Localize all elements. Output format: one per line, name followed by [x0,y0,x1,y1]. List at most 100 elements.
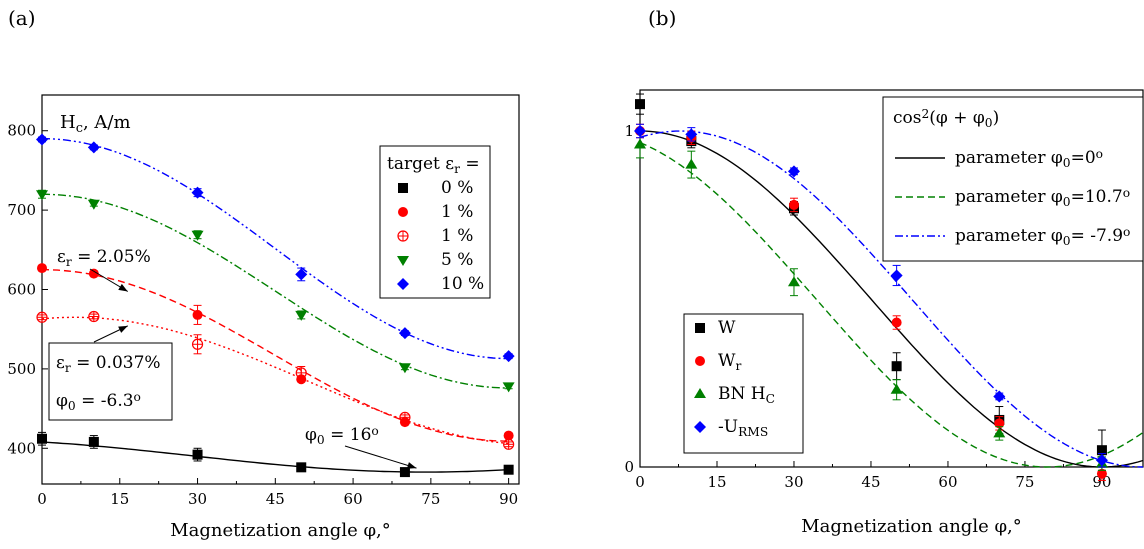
panel-a-x-tick-label: 45 [266,490,285,508]
panel-a-legend-title: target εr = [387,154,480,176]
panel-a-legend-marker [397,230,409,242]
panel-b-data-point [890,383,903,394]
panel-a-data-point [296,462,307,473]
panel-a-annotation-arrow [344,445,417,469]
panel-a-data-point [192,449,203,460]
panel-b-fit-legend: cos2(φ + φ0) parameter φ0=0o parameter φ0=… [882,96,1144,262]
panel-a-data-point [36,190,48,201]
panel-a-annotation-arrow-head [406,462,417,469]
panel-a-legend-label: 1 % [441,202,473,222]
panel-a-data-point [192,309,203,320]
panel-a-y-tick-label: 400 [7,439,36,457]
panel-a-data-point [295,268,308,281]
panel-a-series-3 [36,189,515,393]
panel-a-series-2 [36,310,515,450]
panel-b-fit-curve-1 [639,141,1144,468]
panel-b-label: (b) [648,6,676,30]
panel-b-marker-legend-frame [683,313,804,454]
panel-b-fit-legend-label: parameter φ0=10.7o [955,186,1130,208]
panel-b-marker-legend: W Wr BN HC -URMS [683,313,804,454]
panel-b-data-point [994,418,1005,429]
panel-a-data-point [36,133,48,146]
panel-b-data-point [787,276,800,287]
panel-a-legend-label: 10 % [441,274,484,294]
panel-a-y-tick-label: 700 [7,201,36,219]
panel-a-data-point [88,436,99,447]
panel-b-fit-legend-label: parameter φ0=0o [955,147,1103,169]
panel-b-data-point [993,427,1006,438]
panel-a-data-point [399,467,410,478]
panel-a-data-point [295,367,307,379]
panel-a-x-tick-label: 30 [188,490,207,508]
panel-b-fit-legend-title: cos2(φ + φ0) [893,107,999,129]
panel-a-fit-curve-0 [41,441,509,473]
panel-a-data-point [398,363,411,374]
panel-a-data-point [88,310,100,323]
panel-a-legend-marker [397,278,409,290]
panel-a-legend-marker [397,256,409,266]
panel-b-data-point [1095,454,1108,467]
panel-b-x-tick-label: 15 [707,473,726,491]
panel-a-legend: target εr =0 % 1 % 1 % 5 % 10 % [379,145,491,299]
panel-a-annotation-arrow-head [118,283,128,292]
panel-a-annotation-eps-0037: εr = 0.037% [56,353,161,375]
panel-a-x-tick-label: 0 [37,490,47,508]
panel-b-y-tick-label: 1 [624,122,634,140]
panel-b-x-tick-label: 60 [938,473,957,491]
panel-a-data-point [191,230,204,241]
panel-a-y-tick-label: 600 [7,281,36,299]
panel-b-legend-label: -URMS [718,417,768,439]
panel-a-legend-marker [398,183,408,193]
panel-a-x-axis-label: Magnetization angle φ,° [170,520,391,541]
panel-a-y-tick-label: 500 [7,360,36,378]
panel-b-legend-marker [695,356,705,366]
panel-a-annotation-phi0-16: φ0 = 16o [305,424,379,446]
panel-a-data-point [191,338,204,350]
panel-b-x-tick-label: 75 [1015,473,1034,491]
panel-b-series-3 [634,123,1108,468]
panel-b-x-tick-label: 45 [861,473,880,491]
panel-b-legend-marker [694,388,706,398]
panel-a-x-tick-label: 15 [110,490,129,508]
panel-b-legend-label: BN HC [718,384,775,406]
panel-a-data-point [36,311,48,323]
panel-a-data-point [87,199,100,210]
panel-a-data-point [398,327,411,340]
panel-b-legend-marker [694,421,706,433]
panel-a-fit-curve-4 [42,138,509,360]
panel-a-data-point [88,268,99,279]
panel-a-data-point [503,438,515,450]
panel-b-fit-legend-frame [882,96,1144,262]
panel-a-fit-curve-2 [41,316,509,445]
panel-a-fit-curve-1 [42,269,509,442]
panel-a-series-0 [37,431,514,478]
panel-a-annotation-box: εr = 0.037% φ0 = -6.3o [48,342,173,421]
panel-b-fit-legend-label: parameter φ0= -7.9o [955,225,1130,247]
panel-a-data-point [502,382,515,393]
panel-a: (a) 0 15 30 45 60 75 90 400 500 600 700 800 Magnetiza… [7,6,520,541]
panel-a-legend-label: 5 % [441,250,473,270]
panel-b-data-point [1096,468,1107,479]
panel-b-y-tick-label: 0 [624,458,634,476]
panel-a-x-tick-label: 75 [421,490,440,508]
panel-b: (b) 0 15 30 45 60 75 90 0 1 Magnetization angle φ,… [624,6,1144,537]
panel-b-data-point [787,165,800,178]
panel-b-legend-label: W [718,318,736,338]
panel-a-annotation-frame [48,342,173,421]
panel-b-x-tick-label: 0 [635,473,645,491]
panel-b-data-point [685,158,698,169]
panel-a-data-point [37,433,47,444]
panel-b-data-point [890,269,903,282]
panel-a-data-point [399,411,411,423]
panel-b-x-axis-label: Magnetization angle φ,° [801,516,1022,537]
panel-b-legend-label: Wr [718,351,741,373]
panel-a-legend-marker [398,207,408,217]
panel-b-data-point [1096,445,1107,456]
panel-a-label: (a) [8,6,36,30]
panel-a-y-axis-label: Hc, A/m [60,112,131,136]
panel-a-annotation-arrow-head [118,325,128,333]
panel-b-series-2 [634,130,1108,471]
panel-b-data-point [788,199,799,210]
panel-a-data-point [87,141,100,154]
